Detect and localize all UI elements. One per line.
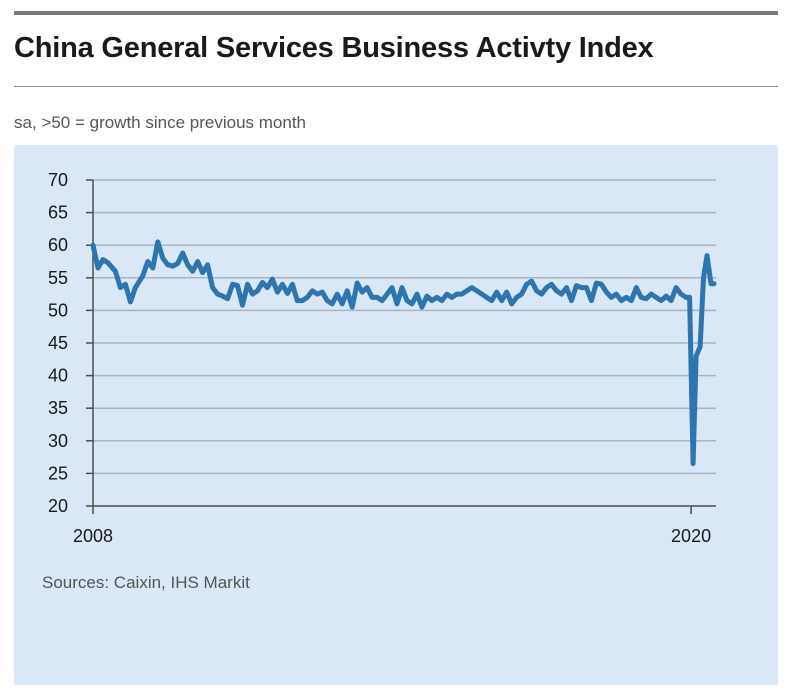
y-tick-label-25: 25 xyxy=(48,463,68,483)
chart-subtitle: sa, >50 = growth since previous month xyxy=(14,113,306,132)
x-axis: 2008 2020 xyxy=(73,505,716,546)
series-line-0 xyxy=(90,239,717,467)
series-group xyxy=(90,239,717,467)
chart-panel xyxy=(14,145,778,685)
y-tick-label-65: 65 xyxy=(48,203,68,223)
source-note: Sources: Caixin, IHS Markit xyxy=(42,573,250,592)
chart-title: China General Services Business Activty … xyxy=(14,32,654,64)
y-tick-label-40: 40 xyxy=(48,366,68,386)
y-tick-label-20: 20 xyxy=(48,496,68,516)
y-tick-label-50: 50 xyxy=(48,300,68,320)
y-axis: 20 25 30 35 40 45 50 55 60 65 70 xyxy=(48,170,94,516)
y-tick-label-30: 30 xyxy=(48,431,68,451)
y-tick-label-55: 55 xyxy=(48,268,68,288)
x-tick-label-2008: 2008 xyxy=(73,526,113,546)
x-tick-label-2020: 2020 xyxy=(671,526,711,546)
grid-lines xyxy=(93,179,716,475)
title-divider xyxy=(14,86,778,87)
y-tick-label-70: 70 xyxy=(48,170,68,190)
y-tick-label-35: 35 xyxy=(48,398,68,418)
y-tick-label-60: 60 xyxy=(48,235,68,255)
y-tick-label-45: 45 xyxy=(48,333,68,353)
top-rule xyxy=(14,11,778,15)
